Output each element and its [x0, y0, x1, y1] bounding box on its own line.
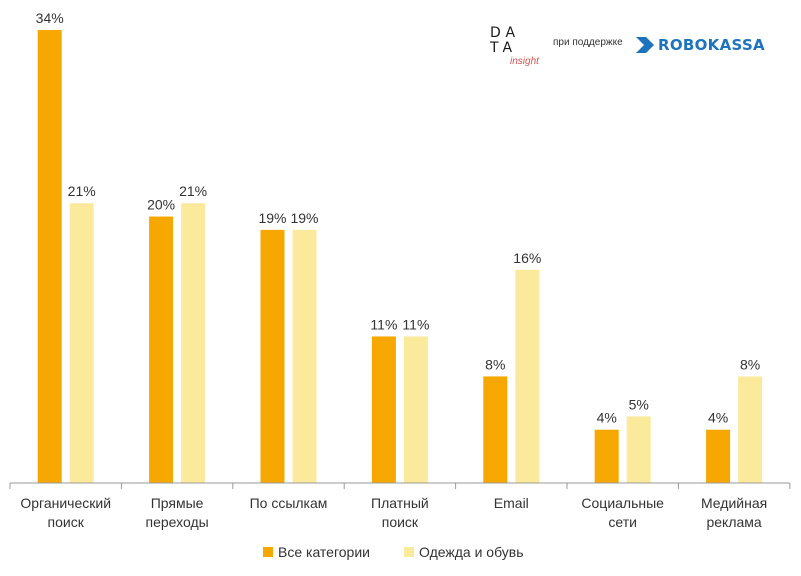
category-label-2-0: По ссылкам [250, 495, 328, 511]
bar-clothing-5 [626, 416, 651, 483]
bar-clothing-6 [738, 376, 763, 483]
category-label-4-0: Email [494, 495, 529, 511]
category-label-0-1: поиск [48, 514, 85, 530]
category-labels-group: Органический поиск Прямые переходы По ссылка… [20, 495, 767, 530]
category-label-6-0: Медийная [701, 495, 767, 511]
bar-clothing-0 [69, 203, 94, 484]
datainsight-logo: DA TA insight [490, 26, 540, 68]
data-label-1-4: 16% [513, 250, 541, 266]
bar-clothing-2 [292, 229, 317, 483]
bar-all-categories-5 [594, 429, 619, 483]
data-label-1-0: 21% [68, 183, 96, 199]
bar-all-categories-3 [371, 336, 396, 483]
category-label-1-1: переходы [146, 514, 209, 530]
bar-all-categories-0 [37, 30, 62, 483]
category-label-6-1: реклама [706, 514, 761, 530]
bars-group [37, 30, 763, 484]
data-label-0-1: 20% [147, 197, 175, 213]
partner-name: ROBOKASSA [658, 36, 765, 54]
legend-swatch-1 [404, 547, 414, 557]
data-label-0-3: 11% [370, 316, 397, 332]
x-ticks-group [9, 483, 791, 489]
bar-clothing-1 [181, 203, 206, 484]
robokassa-mark-icon [636, 37, 654, 53]
legend-label-1: Одежда и обувь [419, 544, 524, 560]
data-label-1-2: 19% [290, 210, 318, 226]
category-label-3-1: поиск [382, 514, 419, 530]
logo-line-2: TA [490, 40, 518, 56]
data-label-0-5: 4% [597, 410, 617, 426]
category-label-3-0: Платный [371, 495, 429, 511]
data-label-0-6: 4% [708, 410, 728, 426]
data-label-0-4: 8% [485, 356, 505, 372]
legend-label-0: Все категории [278, 544, 370, 560]
bar-all-categories-1 [149, 216, 174, 483]
category-label-5-1: сети [608, 514, 637, 530]
logo-subtitle: insight [510, 56, 539, 67]
data-label-1-6: 8% [740, 356, 760, 372]
bar-clothing-3 [403, 336, 428, 483]
bar-all-categories-2 [260, 229, 285, 483]
bar-all-categories-4 [483, 376, 508, 483]
support-text: при поддержке [553, 37, 623, 48]
category-label-5-0: Социальные [581, 495, 664, 511]
bar-all-categories-6 [706, 429, 731, 483]
data-label-1-1: 21% [179, 183, 207, 199]
robokassa-logo: ROBOKASSA [634, 34, 765, 56]
category-label-0-0: Органический [20, 495, 111, 511]
data-label-1-5: 5% [629, 396, 649, 412]
data-label-0-2: 19% [258, 210, 286, 226]
data-label-1-3: 11% [402, 316, 429, 332]
data-labels-group: 34%21%20%21%19% 19%11% 11%8%16%4%5%4%8% [36, 10, 761, 426]
legend-swatch-0 [263, 547, 273, 557]
logo-line-1: DA [490, 25, 521, 41]
bar-clothing-4 [515, 269, 540, 483]
category-label-1-0: Прямые [151, 495, 204, 511]
legend: Все категории Одежда и обувь [263, 544, 524, 560]
data-label-0-0: 34% [36, 10, 64, 26]
